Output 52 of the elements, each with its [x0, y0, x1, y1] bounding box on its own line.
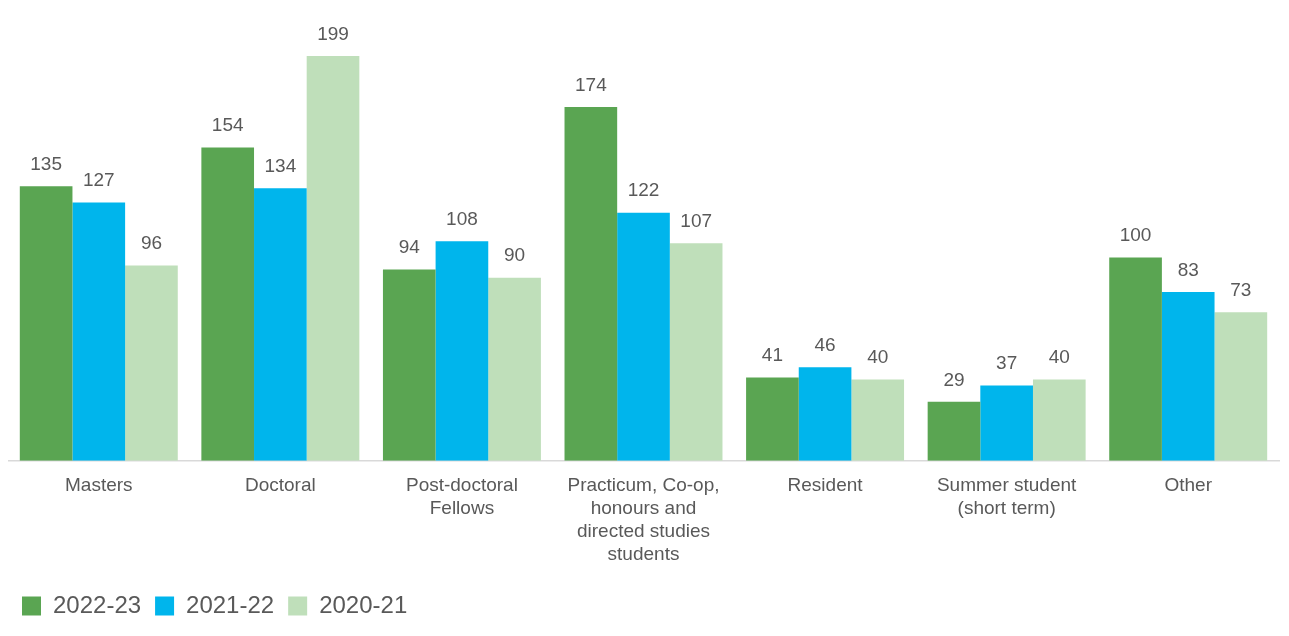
data-label: 135 — [30, 152, 62, 174]
x-tick-label: Other — [1164, 474, 1213, 496]
x-tick-label: Resident — [787, 474, 864, 496]
bar — [617, 212, 670, 461]
data-label: 127 — [82, 169, 115, 191]
legend-label: 2021-22 — [186, 590, 275, 618]
data-label: 37 — [996, 352, 1018, 374]
bar — [980, 385, 1033, 461]
x-tick-label: Summer student (short term) — [936, 474, 1078, 519]
data-label: 122 — [627, 179, 660, 201]
data-label: 73 — [1230, 279, 1252, 301]
bar — [125, 265, 178, 461]
bar — [851, 379, 905, 461]
bar — [798, 367, 852, 461]
bar — [1214, 312, 1268, 461]
bar — [746, 377, 799, 461]
data-label: 199 — [317, 22, 349, 44]
bar — [1161, 291, 1215, 461]
data-label: 41 — [761, 344, 783, 366]
data-label: 83 — [1177, 258, 1199, 280]
x-tick-label: Practicum, Co-op, honours and directed studies students — [567, 474, 720, 564]
data-label: 100 — [1119, 224, 1152, 246]
data-label: 174 — [574, 73, 608, 95]
data-label: 107 — [680, 209, 713, 231]
legend-label: 2020-21 — [319, 590, 408, 618]
data-label: 108 — [446, 207, 478, 229]
bar — [488, 277, 541, 461]
data-label: 134 — [264, 154, 297, 176]
bar — [201, 147, 255, 461]
x-tick-label: Masters — [65, 474, 133, 496]
data-label: 40 — [1048, 346, 1070, 368]
bar — [382, 269, 436, 461]
data-label: 96 — [140, 232, 163, 254]
bar — [306, 56, 360, 461]
bar — [1032, 379, 1086, 461]
bar — [564, 106, 618, 461]
data-label: 94 — [398, 236, 421, 258]
legend-label: 2022-23 — [53, 590, 142, 618]
data-label: 46 — [814, 333, 836, 355]
bar — [72, 202, 126, 461]
data-label: 29 — [943, 368, 965, 390]
data-label: 90 — [504, 244, 526, 266]
data-label: 154 — [211, 114, 244, 136]
bar — [254, 188, 307, 461]
x-tick-label: Doctoral — [244, 474, 316, 496]
bar — [927, 401, 981, 461]
bar — [669, 243, 723, 461]
bar — [19, 186, 73, 461]
bar — [435, 241, 489, 461]
data-label: 40 — [867, 346, 889, 368]
bar — [1109, 257, 1162, 461]
x-tick-label: Post-doctoral Fellows — [405, 474, 518, 519]
